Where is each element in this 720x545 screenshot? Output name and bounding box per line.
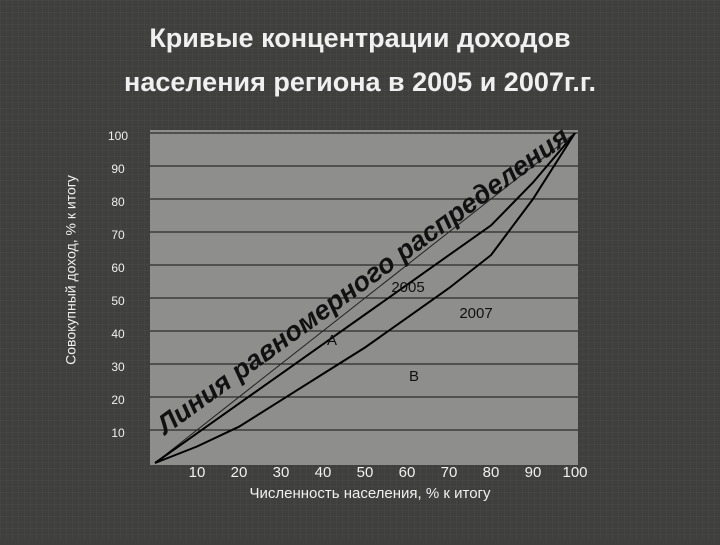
y-axis-label: Совокупный доход, % к итогу [63, 175, 79, 365]
annotation: B [409, 368, 419, 385]
y-tick-label: 100 [108, 129, 128, 143]
y-tick-label: 40 [111, 327, 125, 341]
x-tick-label: 20 [231, 464, 248, 481]
x-tick-label: 30 [273, 464, 290, 481]
y-tick-label: 80 [111, 195, 125, 209]
curve [154, 132, 576, 464]
curve [154, 132, 576, 464]
chart-title: Кривые концентрации доходов [149, 23, 570, 53]
legend-label: 2005 [391, 279, 424, 296]
chart-title: населения региона в 2005 и 2007г.г. [124, 67, 596, 97]
y-tick-label: 50 [111, 294, 125, 308]
x-tick-label: 70 [441, 464, 458, 481]
annotation: A [327, 332, 337, 349]
y-tick-label: 10 [111, 426, 125, 440]
x-tick-label: 100 [562, 464, 587, 481]
legend-label: 2007 [459, 305, 492, 322]
x-tick-label: 40 [315, 464, 332, 481]
x-tick-label: 80 [483, 464, 500, 481]
x-axis-label: Численность населения, % к итогу [249, 485, 491, 502]
x-tick-label: 90 [525, 464, 542, 481]
y-tick-label: 30 [111, 360, 125, 374]
y-tick-label: 70 [111, 228, 125, 242]
y-tick-label: 90 [111, 162, 125, 176]
y-tick-label: 20 [111, 393, 125, 407]
equality-line [154, 132, 576, 464]
x-tick-label: 10 [189, 464, 206, 481]
x-tick-label: 60 [399, 464, 416, 481]
x-tick-label: 50 [357, 464, 374, 481]
y-tick-label: 60 [111, 261, 125, 275]
